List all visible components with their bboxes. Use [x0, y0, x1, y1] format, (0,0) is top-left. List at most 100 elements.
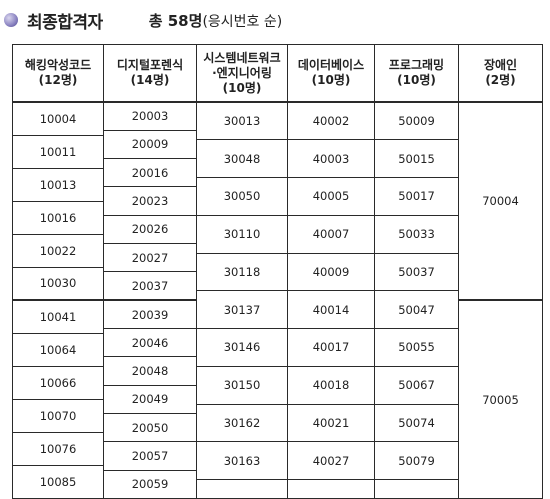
applicant-number: 70005 [458, 299, 543, 499]
table-row: 20009 [13, 129, 543, 160]
applicant-number [374, 479, 459, 499]
column-count: (10명) [311, 73, 351, 87]
applicant-number: 40017 [287, 328, 375, 367]
applicant-number: 20037 [103, 271, 197, 301]
applicant-number: 20057 [103, 441, 197, 471]
applicant-number: 40014 [287, 290, 375, 329]
summary-note: (응시번호 순) [202, 13, 283, 30]
table-row: 20026 30110 40007 50033 [13, 214, 543, 254]
applicant-number: 50067 [374, 365, 459, 405]
applicant-number: 20050 [103, 412, 197, 443]
applicant-number [287, 479, 375, 499]
applicant-number: 40027 [287, 441, 375, 480]
applicant-number: 30050 [196, 177, 288, 216]
applicant-number: 20016 [103, 158, 197, 188]
column-name: 디지털포렌식 [116, 58, 184, 72]
applicant-number: 30150 [196, 365, 288, 405]
applicant-number: 10064 [12, 332, 104, 367]
applicant-number: 10011 [12, 134, 104, 169]
summary-count: 58명 [167, 11, 203, 30]
table-row: 10013 [12, 167, 543, 202]
applicant-number: 10070 [12, 398, 104, 433]
applicant-number: 10004 [12, 101, 104, 136]
page-title: 최종합격자 [27, 12, 103, 33]
applicant-number: 10066 [12, 365, 104, 400]
table-row: 10004 20003 30013 40002 50009 70004 [12, 101, 543, 301]
applicant-number: 10085 [12, 464, 104, 499]
applicant-number: 50055 [374, 328, 459, 367]
results-table: 해킹악성코드 (12명) 디지털포렌식 (14명) 시스템네트워크 ·엔지니어링 (10명)… [12, 44, 543, 499]
applicant-number: 20039 [103, 299, 197, 330]
applicant-number: 10076 [12, 431, 104, 466]
column-header: 시스템네트워크 ·엔지니어링 (10명) [196, 44, 288, 103]
summary-prefix: 총 [148, 11, 163, 30]
applicant-number: 40003 [287, 139, 375, 178]
applicant-number: 10016 [12, 200, 104, 235]
applicant-number: 40005 [287, 177, 375, 216]
table-row: 30118 40009 50037 [13, 252, 543, 292]
applicant-number: 50037 [374, 252, 459, 292]
applicant-number: 50017 [374, 177, 459, 216]
applicant-number: 10030 [12, 266, 104, 301]
table-row: 10011 [12, 134, 543, 169]
column-header: 해킹악성코드 (12명) [12, 44, 104, 103]
applicant-number: 50074 [374, 403, 459, 443]
applicant-number: 10041 [12, 299, 104, 334]
column-header: 프로그래밍 (10명) [374, 44, 459, 103]
applicant-number: 20023 [103, 186, 197, 216]
table-row: 20016 [13, 158, 543, 188]
column-count: (14명) [130, 73, 170, 87]
title-bar: 최종합격자 총 58명(응시번호 순) [4, 7, 544, 33]
applicant-number [196, 479, 288, 499]
table-row: 10016 [12, 200, 543, 235]
applicant-number: 50009 [374, 101, 459, 141]
applicant-number: 30048 [196, 139, 288, 178]
applicant-number: 20009 [103, 129, 197, 160]
table-row: 20046 30146 40017 50055 [13, 327, 543, 367]
applicant-number: 10022 [12, 233, 104, 268]
column-name: 해킹악성코드 [24, 58, 92, 72]
table-row: 10022 [12, 233, 543, 268]
applicant-number: 30110 [196, 214, 288, 254]
applicant-number: 40002 [287, 101, 375, 141]
applicant-number: 30013 [196, 101, 288, 141]
column-count: (10명) [397, 73, 436, 87]
applicant-number: 40018 [287, 365, 375, 405]
applicant-number: 40007 [287, 214, 375, 254]
column-name: 데이터베이스 [297, 58, 365, 72]
column-name: 장애인 [483, 58, 518, 72]
table-row: 30162 40021 50074 [13, 403, 543, 443]
column-header: 데이터베이스 (10명) [287, 44, 375, 103]
applicant-number: 20048 [103, 356, 197, 386]
table-row: 30048 40003 50015 [13, 139, 543, 178]
table-row: 20027 [13, 243, 543, 273]
applicant-number: 20003 [103, 101, 197, 131]
applicant-number: 40009 [287, 252, 375, 292]
table-row: 30050 40005 50017 [13, 177, 543, 216]
applicant-number: 30137 [196, 290, 288, 329]
column-count: (2명) [485, 73, 516, 87]
header-row: 해킹악성코드 (12명) 디지털포렌식 (14명) 시스템네트워크 ·엔지니어링 (10명)… [12, 44, 543, 103]
summary: 총 58명(응시번호 순) [149, 10, 283, 31]
column-header: 디지털포렌식 (14명) [103, 44, 197, 103]
table-row: 20049 [13, 384, 543, 414]
applicant-number: 20059 [103, 469, 197, 499]
applicant-number: 50047 [374, 290, 459, 329]
column-count: (12명) [38, 73, 78, 87]
table-row: 20050 [13, 412, 543, 443]
results-page: 최종합격자 총 58명(응시번호 순) 해킹악성코드 (12명) 디지털포렌식 (14… [4, 7, 544, 499]
applicant-number: 30146 [196, 328, 288, 367]
applicant-number: 20027 [103, 243, 197, 273]
column-header: 장애인 (2명) [458, 44, 543, 103]
column-name: 프로그래밍 [388, 58, 445, 72]
applicant-number: 20026 [103, 214, 197, 245]
table-row: 30137 40014 50047 [13, 290, 543, 329]
applicant-number: 50015 [374, 139, 459, 178]
column-count: (10명) [222, 80, 262, 95]
bullet-icon [4, 13, 18, 27]
table-row: 20048 [13, 356, 543, 386]
applicant-number: 30163 [196, 441, 288, 480]
applicant-number: 20049 [103, 384, 197, 414]
table-row: 20023 [13, 186, 543, 216]
column-name: 시스템네트워크 [203, 50, 281, 65]
